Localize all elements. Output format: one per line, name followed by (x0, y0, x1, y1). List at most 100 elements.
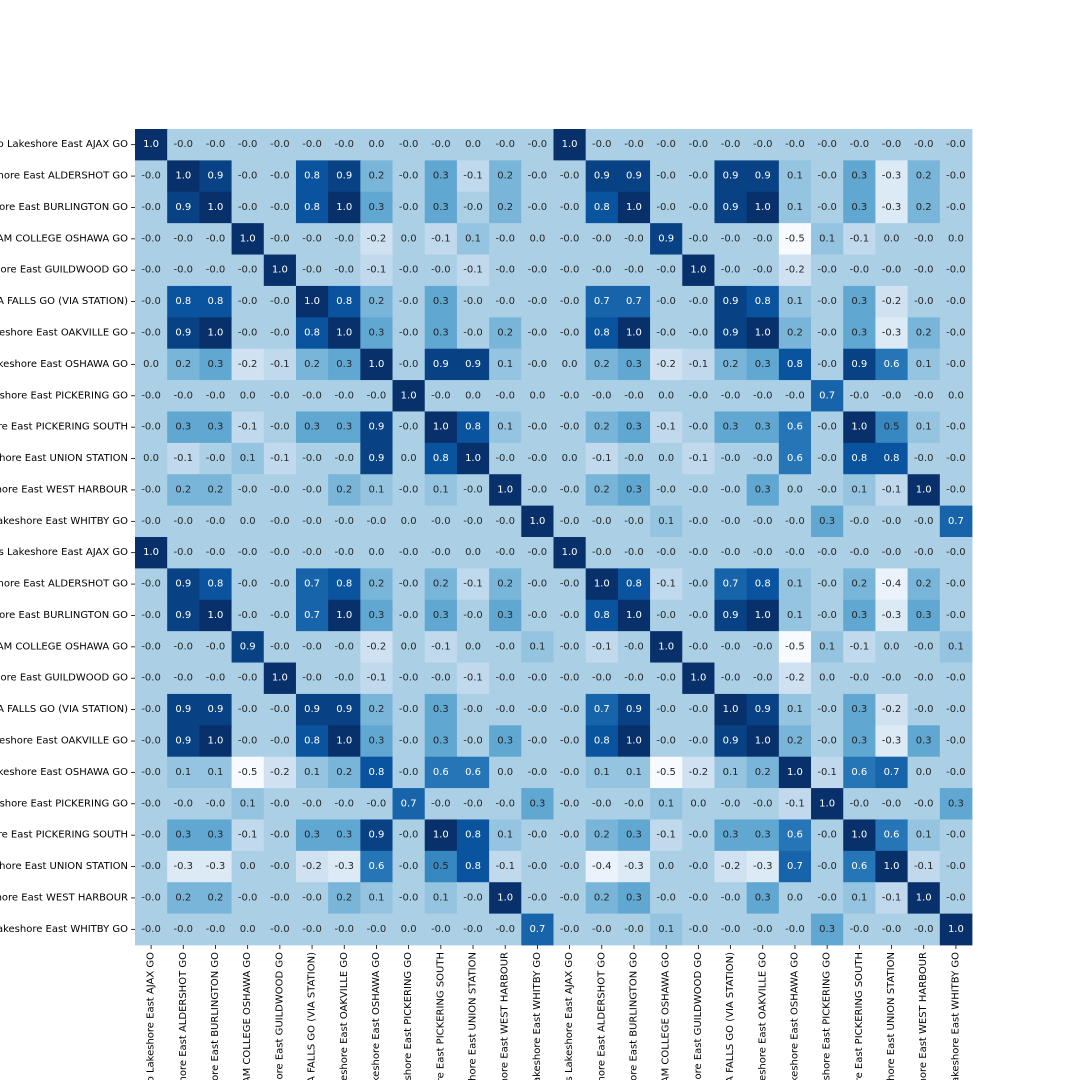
heatmap-cell-r1-c24 (907, 160, 941, 193)
heatmap-cell-r11-c16 (650, 474, 683, 507)
cell-value-r15-c0: -0.0 (141, 610, 161, 621)
cell-value-r21-c7: -0.0 (367, 798, 387, 809)
heatmap-cell-r3-c23 (875, 223, 909, 255)
heatmap-cell-r9-c4 (263, 411, 297, 444)
cell-value-r8-c4: -0.0 (270, 390, 290, 401)
cell-value-r20-c13: -0.0 (560, 767, 580, 778)
cell-value-r2-c10: -0.0 (463, 202, 483, 213)
heatmap-cell-r16-c24 (907, 631, 941, 663)
cell-value-r9-c21: -0.0 (817, 422, 837, 433)
heatmap-cell-r11-c6 (328, 474, 361, 507)
y-tick-label: re East PICKERING SOUTH (0, 830, 128, 841)
cell-value-r13-c17: -0.0 (689, 547, 709, 558)
cell-value-r4-c25: -0.0 (946, 265, 966, 276)
cell-value-r1-c20: 0.1 (787, 171, 803, 182)
heatmap-cell-r4-c20 (778, 254, 812, 287)
cell-value-r19-c13: -0.0 (560, 736, 580, 747)
y-tick-label: s Lakeshore East AJAX GO (0, 547, 128, 558)
heatmap-cell-r18-c15 (617, 693, 651, 726)
cell-value-r24-c13: -0.0 (560, 892, 580, 903)
heatmap-cell-r7-c10 (456, 348, 490, 381)
cell-value-r0-c14: -0.0 (592, 139, 612, 150)
cell-value-r13-c24: -0.0 (914, 547, 934, 558)
cell-value-r7-c12: -0.0 (528, 359, 548, 370)
heatmap-cells: 1.0 -0.0 -0.0 -0.0 -0.0 -0.0 -0.0 0.0 -0.0 -0.0 0.… (135, 129, 973, 946)
heatmap-cell-r6-c15 (617, 317, 651, 350)
cell-value-r2-c22: 0.3 (851, 202, 867, 213)
heatmap-cell-r11-c23 (875, 474, 909, 507)
cell-value-r5-c24: -0.0 (914, 296, 934, 307)
cell-value-r3-c1: -0.0 (174, 233, 194, 244)
cell-value-r6-c3: -0.0 (238, 328, 258, 339)
heatmap-cell-r22-c10 (456, 819, 490, 852)
cell-value-r10-c22: 0.8 (851, 453, 867, 464)
cell-value-r14-c12: -0.0 (528, 579, 548, 590)
cell-value-r12-c15: -0.0 (624, 516, 644, 527)
cell-value-r17-c15: -0.0 (624, 673, 644, 684)
heatmap-cell-r5-c11 (489, 285, 522, 318)
heatmap-cell-r15-c13 (553, 599, 587, 632)
heatmap-cell-r1-c23 (875, 160, 909, 193)
cell-value-r3-c0: -0.0 (141, 233, 161, 244)
heatmap-cell-r5-c16 (650, 285, 683, 318)
heatmap-cell-r5-c12 (521, 285, 554, 318)
heatmap-cell-r24-c15 (617, 882, 651, 915)
heatmap-cell-r2-c3 (231, 191, 265, 224)
cell-value-r6-c22: 0.3 (851, 328, 867, 339)
heatmap-cell-r9-c6 (328, 411, 361, 444)
heatmap-cell-r11-c17 (682, 474, 715, 507)
heatmap-cell-r7-c5 (295, 348, 329, 381)
heatmap-cell-r11-c12 (521, 474, 554, 507)
heatmap-cell-r20-c14 (585, 756, 619, 789)
cell-value-r7-c9: 0.9 (433, 359, 449, 370)
cell-value-r25-c19: -0.0 (753, 924, 773, 935)
heatmap-cell-r7-c18 (714, 348, 748, 381)
cell-value-r0-c21: -0.0 (817, 139, 837, 150)
heatmap-cell-r14-c8 (392, 568, 426, 601)
cell-value-r3-c11: -0.0 (495, 233, 515, 244)
y-tick-label: hore East UNION STATION (0, 453, 128, 464)
cell-value-r23-c4: -0.0 (270, 861, 290, 872)
heatmap-cell-r0-c15 (617, 129, 651, 161)
cell-value-r11-c8: -0.0 (399, 484, 419, 495)
heatmap-cell-r8-c17 (682, 380, 715, 412)
heatmap-cell-r16-c21 (811, 631, 844, 663)
heatmap-cell-r10-c18 (714, 442, 748, 475)
x-tick-label: akeshore East WHITBY GO (950, 952, 961, 1080)
cell-value-r19-c15: 1.0 (626, 736, 642, 747)
heatmap-cell-r4-c24 (907, 254, 941, 287)
heatmap-cell-r24-c0 (135, 882, 168, 915)
cell-value-r6-c21: -0.0 (817, 328, 837, 339)
heatmap-cell-r2-c25 (939, 191, 973, 224)
heatmap-cell-r17-c25 (939, 662, 973, 695)
heatmap-cell-r18-c16 (650, 693, 683, 726)
heatmap-cell-r13-c11 (489, 537, 522, 569)
cell-value-r19-c4: -0.0 (270, 736, 290, 747)
heatmap-cell-r13-c13 (553, 537, 587, 569)
cell-value-r24-c2: 0.2 (208, 892, 224, 903)
cell-value-r18-c14: 0.7 (594, 704, 610, 715)
heatmap-cell-r9-c18 (714, 411, 748, 444)
cell-value-r19-c24: 0.3 (916, 736, 932, 747)
cell-value-r20-c19: 0.2 (755, 767, 771, 778)
cell-value-r2-c13: -0.0 (560, 202, 580, 213)
cell-value-r14-c22: 0.2 (851, 579, 867, 590)
cell-value-r12-c2: -0.0 (206, 516, 226, 527)
cell-value-r2-c17: -0.0 (689, 202, 709, 213)
heatmap-cell-r10-c2 (199, 442, 232, 475)
cell-value-r18-c19: 0.9 (755, 704, 771, 715)
cell-value-r3-c25: 0.0 (948, 233, 964, 244)
cell-value-r22-c9: 1.0 (433, 830, 449, 841)
cell-value-r13-c25: -0.0 (946, 547, 966, 558)
cell-value-r11-c9: 0.1 (433, 484, 449, 495)
heatmap-cell-r3-c8 (392, 223, 426, 255)
cell-value-r12-c25: 0.7 (948, 516, 964, 527)
cell-value-r20-c7: 0.8 (368, 767, 384, 778)
cell-value-r8-c1: -0.0 (174, 390, 194, 401)
cell-value-r25-c13: -0.0 (560, 924, 580, 935)
cell-value-r5-c9: 0.3 (433, 296, 449, 307)
cell-value-r23-c1: -0.3 (174, 861, 194, 872)
cell-value-r14-c13: -0.0 (560, 579, 580, 590)
heatmap-cell-r18-c24 (907, 693, 941, 726)
cell-value-r0-c22: -0.0 (850, 139, 870, 150)
